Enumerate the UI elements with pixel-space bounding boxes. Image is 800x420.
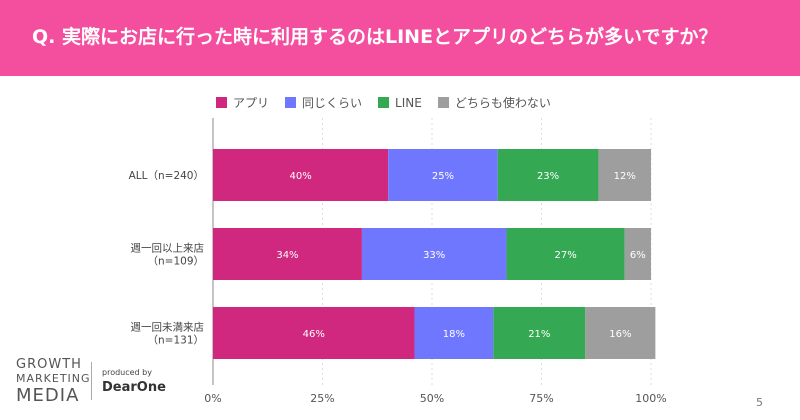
category-label: （n=109）: [148, 256, 205, 268]
bar-segment: [497, 149, 599, 201]
x-tick-label: 100%: [635, 392, 666, 405]
header-banner: [0, 0, 800, 76]
legend-label: LINE: [395, 95, 422, 110]
legend-item: LINE: [378, 94, 422, 111]
x-tick-label: 0%: [204, 392, 221, 405]
bar-segment: [213, 149, 389, 201]
legend-swatch: [216, 97, 227, 108]
data-label: 16%: [609, 329, 631, 340]
chart-title: Q. 実際にお店に行った時に利用するのはLINEとアプリのどちらが多いですか？: [32, 26, 718, 48]
bar-segment: [361, 228, 507, 280]
bar-segment: [506, 228, 625, 280]
data-label: 40%: [289, 171, 311, 182]
data-label: 34%: [276, 250, 298, 261]
legend-item: 同じくらい: [285, 94, 362, 111]
legend-swatch: [437, 97, 449, 108]
legend-item: どちらも使わない: [437, 94, 551, 111]
legend-label: どちらも使わない: [454, 96, 551, 110]
data-label: 27%: [554, 250, 576, 261]
bar-segment: [598, 149, 651, 201]
bar-segment: [388, 149, 498, 201]
logo-line: MEDIA: [16, 385, 80, 406]
data-label: 21%: [528, 329, 550, 340]
x-tick-label: 25%: [310, 392, 334, 405]
data-label: 12%: [614, 171, 636, 182]
produced-by-label: produced by: [102, 368, 152, 377]
data-label: 46%: [303, 329, 325, 340]
data-label: 6%: [630, 250, 646, 261]
legend-label: 同じくらい: [302, 96, 363, 110]
data-label: 18%: [443, 329, 465, 340]
legend-swatch: [378, 97, 390, 108]
bar-segment: [213, 307, 415, 359]
category-label: ALL（n=240）: [129, 170, 204, 182]
logo-line: MARKETING: [16, 372, 91, 385]
page-number: 5: [756, 396, 763, 409]
legend-item: アプリ: [216, 94, 269, 111]
category-label: 週一回以上来店: [131, 242, 205, 255]
growth-marketing-media-logo: GROWTH MARKETING MEDIA: [16, 358, 91, 406]
data-label: 25%: [432, 171, 454, 182]
legend: アプリ 同じくらい LINE どちらも使わない: [216, 94, 551, 111]
legend-label: アプリ: [233, 96, 270, 110]
x-tick-label: 75%: [529, 392, 553, 405]
data-label: 23%: [537, 171, 559, 182]
bar-segment: [414, 307, 494, 359]
logo-line: GROWTH: [16, 357, 82, 372]
bar-segment: [624, 228, 651, 280]
category-label: （n=131）: [148, 335, 205, 347]
bar-segment: [213, 228, 362, 280]
data-label: 33%: [423, 250, 445, 261]
dearone-logo: DearOne: [102, 380, 166, 395]
x-tick-label: 50%: [420, 392, 444, 405]
logo-divider: [91, 362, 92, 400]
category-label: 週一回未満来店: [131, 321, 205, 334]
legend-swatch: [285, 97, 297, 108]
bar-segment: [493, 307, 586, 359]
bar-segment: [585, 307, 656, 359]
